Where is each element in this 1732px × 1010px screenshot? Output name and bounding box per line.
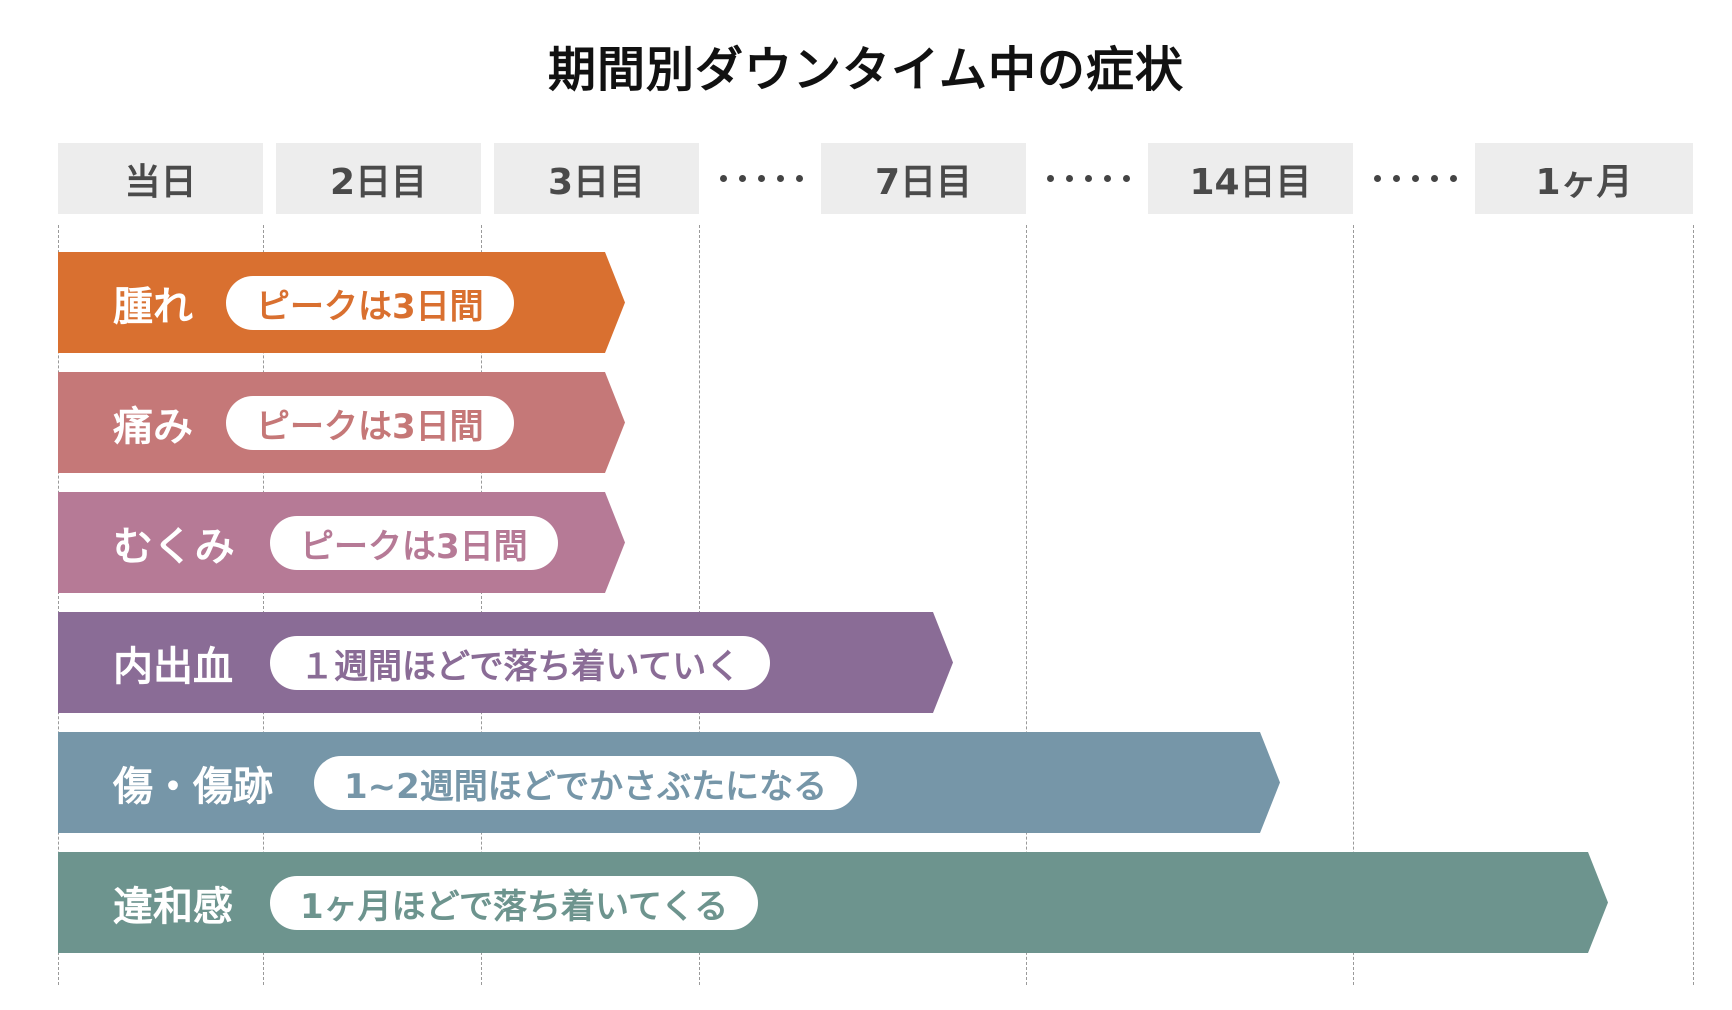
grid-line [1693, 225, 1694, 985]
symptom-name: 痛み [113, 403, 193, 450]
header-day-14: 14日目 [1148, 143, 1353, 214]
symptom-name: 傷・傷跡 [113, 763, 273, 810]
symptom-note: ピークは3日間 [226, 276, 514, 330]
grid-line [263, 225, 264, 985]
symptom-name: 内出血 [113, 643, 233, 690]
symptom-note: １週間ほどで落ち着いていく [270, 636, 771, 690]
symptom-bar-pain: 痛み ピークは3日間 [58, 372, 628, 473]
grid-line [1353, 225, 1354, 985]
grid-line [1026, 225, 1027, 985]
symptom-bar-edema: むくみ ピークは3日間 [58, 492, 628, 593]
ellipsis-dots [1033, 168, 1143, 188]
header-day-7: 7日目 [821, 143, 1026, 214]
symptom-note: ピークは3日間 [226, 396, 514, 450]
header-day-3: 3日目 [494, 143, 699, 214]
ellipsis-dots [1360, 168, 1470, 188]
symptom-bar-wound: 傷・傷跡 1~2週間ほどでかさぶたになる [58, 732, 1283, 833]
chart-title: 期間別ダウンタイム中の症状 [547, 42, 1185, 98]
symptom-note: ピークは3日間 [270, 516, 558, 570]
symptom-note: 1~2週間ほどでかさぶたになる [314, 756, 858, 810]
header-month-1: 1ヶ月 [1475, 143, 1693, 214]
symptom-name: 腫れ [113, 283, 193, 330]
header-day-0: 当日 [58, 143, 263, 214]
symptom-bar-discomfort: 違和感 1ヶ月ほどで落ち着いてくる [58, 852, 1611, 953]
symptom-note: 1ヶ月ほどで落ち着いてくる [270, 876, 759, 930]
grid-line [699, 225, 700, 985]
symptom-bar-bruising: 内出血 １週間ほどで落ち着いていく [58, 612, 956, 713]
grid-line [58, 225, 59, 985]
symptom-bar-swelling: 腫れ ピークは3日間 [58, 252, 628, 353]
header-day-2: 2日目 [276, 143, 481, 214]
grid-line [481, 225, 482, 985]
symptom-name: むくみ [113, 523, 235, 570]
ellipsis-dots [706, 168, 816, 188]
symptom-name: 違和感 [113, 883, 233, 930]
